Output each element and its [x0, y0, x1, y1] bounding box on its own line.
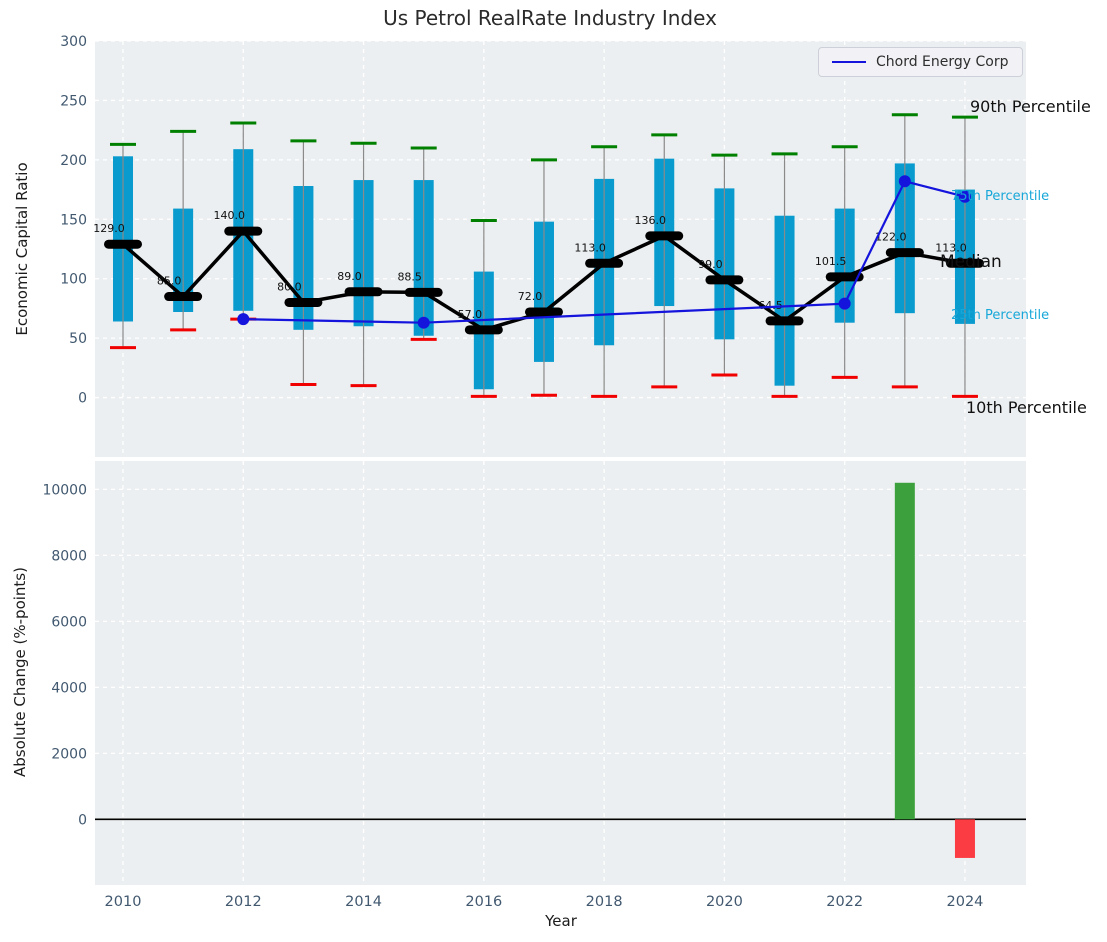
svg-text:2020: 2020: [706, 894, 743, 910]
chart-title: Us Petrol RealRate Industry Index: [330, 6, 770, 30]
svg-text:2012: 2012: [225, 894, 262, 910]
bottom-y-axis-label: Absolute Change (%-points): [11, 567, 29, 777]
top-y-tick-labels: 0 50 100 150 200 250 300: [60, 34, 87, 407]
change-bar-2023: [895, 483, 915, 820]
svg-text:6000: 6000: [51, 614, 87, 630]
annotation-90th-percentile: 90th Percentile: [970, 97, 1091, 116]
svg-text:250: 250: [60, 93, 87, 109]
median-value-label-2016: 57.0: [458, 308, 483, 321]
median-value-label-2020: 99.0: [698, 258, 723, 271]
median-value-label-2017: 72.0: [518, 290, 543, 303]
chord-energy-point-2012: [237, 313, 249, 325]
median-marker-2021: [766, 316, 804, 325]
svg-text:50: 50: [69, 331, 87, 347]
median-value-label-2022: 101.5: [815, 255, 847, 268]
x-axis-label: Year: [545, 912, 577, 930]
svg-text:2018: 2018: [586, 894, 623, 910]
svg-text:2024: 2024: [947, 894, 984, 910]
annotation-25th-percentile: 25th Percentile: [951, 308, 1049, 323]
top-y-axis-label: Economic Capital Ratio: [13, 162, 31, 335]
change-bar-2024: [955, 819, 975, 858]
median-marker-2018: [585, 259, 623, 268]
bottom-y-tick-labels: 0 2000 4000 6000 8000 10000: [42, 482, 87, 828]
median-value-label-2013: 80.0: [277, 280, 302, 293]
legend-line-swatch: [832, 61, 866, 63]
svg-text:2010: 2010: [105, 894, 142, 910]
median-value-label-2012: 140.0: [214, 209, 246, 222]
chord-energy-point-2015: [418, 317, 430, 329]
svg-text:8000: 8000: [51, 548, 87, 564]
svg-text:100: 100: [60, 272, 87, 288]
legend-label: Chord Energy Corp: [876, 54, 1009, 70]
svg-text:0: 0: [78, 391, 87, 407]
median-marker-2011: [164, 292, 202, 301]
median-marker-2012: [224, 227, 262, 236]
chord-energy-point-2023: [899, 175, 911, 187]
median-marker-2015: [405, 288, 443, 297]
svg-text:10000: 10000: [42, 482, 87, 498]
svg-text:2016: 2016: [465, 894, 502, 910]
annotation-10th-percentile: 10th Percentile: [966, 398, 1087, 417]
median-marker-2016: [465, 325, 503, 334]
svg-text:300: 300: [60, 34, 87, 50]
charts-canvas: 0 50 100 150 200 250 300 129.0 85.0 140.0 80.0 89.0…: [0, 0, 1107, 942]
svg-text:4000: 4000: [51, 680, 87, 696]
median-marker-2020: [705, 275, 743, 284]
median-value-label-2019: 136.0: [635, 214, 667, 227]
annotation-median: Median: [940, 252, 1002, 272]
svg-text:150: 150: [60, 212, 87, 228]
svg-text:2000: 2000: [51, 746, 87, 762]
figure: 0 50 100 150 200 250 300 129.0 85.0 140.0 80.0 89.0…: [0, 0, 1107, 942]
change-bar-chart-background: [95, 461, 1026, 885]
median-marker-2010: [104, 240, 142, 249]
x-tick-labels: 2010 2012 2014 2016 2018 2020 2022 2024: [105, 894, 984, 910]
median-value-label-2015: 88.5: [397, 270, 422, 283]
median-marker-2014: [345, 287, 383, 296]
median-value-label-2014: 89.0: [337, 270, 362, 283]
median-marker-2017: [525, 307, 563, 316]
median-marker-2013: [284, 298, 322, 307]
chord-energy-point-2022: [839, 298, 851, 310]
median-marker-2023: [886, 248, 924, 257]
median-marker-2019: [645, 231, 683, 240]
svg-text:200: 200: [60, 153, 87, 169]
svg-text:2014: 2014: [345, 894, 382, 910]
svg-text:0: 0: [78, 812, 87, 828]
median-value-label-2010: 129.0: [93, 222, 125, 235]
legend-chord-energy: Chord Energy Corp: [818, 47, 1023, 77]
median-value-label-2021: 64.5: [758, 299, 783, 312]
annotation-75th-percentile: 75th Percentile: [951, 189, 1049, 204]
svg-text:2022: 2022: [826, 894, 863, 910]
median-value-label-2011: 85.0: [157, 275, 182, 288]
median-value-label-2018: 113.0: [574, 241, 606, 254]
